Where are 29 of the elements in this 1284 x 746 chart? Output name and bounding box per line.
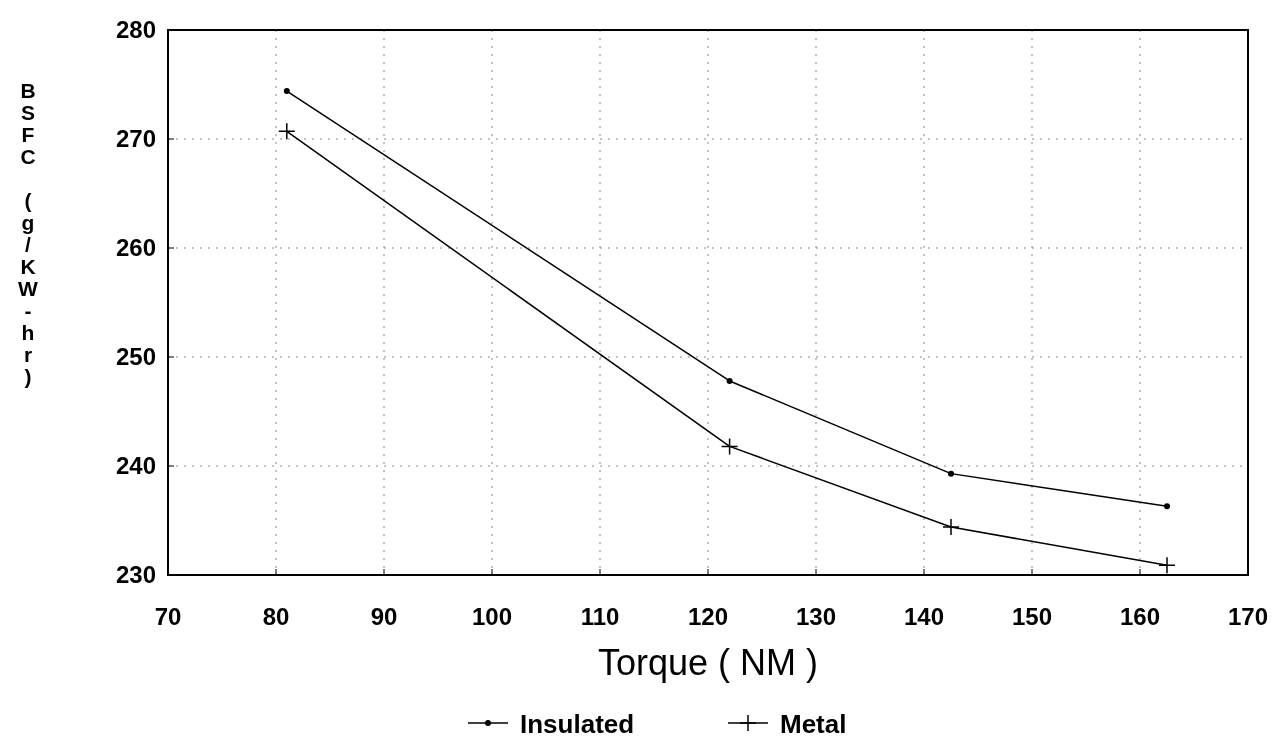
legend-label: Metal — [780, 709, 847, 739]
x-axis-title: Torque ( NM ) — [597, 642, 819, 683]
x-tick-label: 70 — [154, 603, 182, 630]
point — [1164, 503, 1170, 510]
x-tick-label: 120 — [687, 603, 729, 630]
x-tick-label: 170 — [1227, 603, 1269, 630]
x-tick-label: 90 — [370, 603, 398, 630]
point — [942, 518, 960, 536]
x-tick-label: 150 — [1011, 603, 1053, 630]
point — [278, 122, 296, 141]
point — [720, 437, 739, 456]
y-tick-label: 280 — [115, 16, 156, 43]
x-tick-label: 100 — [471, 603, 513, 630]
y-tick-label: 270 — [115, 125, 156, 152]
point — [726, 377, 733, 384]
x-tick-label: 160 — [1119, 603, 1161, 630]
y-tick-label: 260 — [115, 234, 156, 261]
y-tick-label: 240 — [115, 452, 156, 479]
point — [283, 88, 290, 95]
point — [948, 470, 954, 477]
text: BSFC (g/KW-hr) — [18, 79, 38, 388]
x-tick-label: 80 — [262, 603, 290, 630]
x-tick-label: 130 — [795, 603, 837, 630]
point — [1158, 556, 1176, 574]
legend-label: Insulated — [520, 709, 635, 739]
y-tick-label: 230 — [115, 561, 156, 588]
x-tick-label: 110 — [580, 603, 620, 630]
y-tick-label: 250 — [115, 343, 156, 370]
x-tick-label: 140 — [903, 603, 945, 630]
